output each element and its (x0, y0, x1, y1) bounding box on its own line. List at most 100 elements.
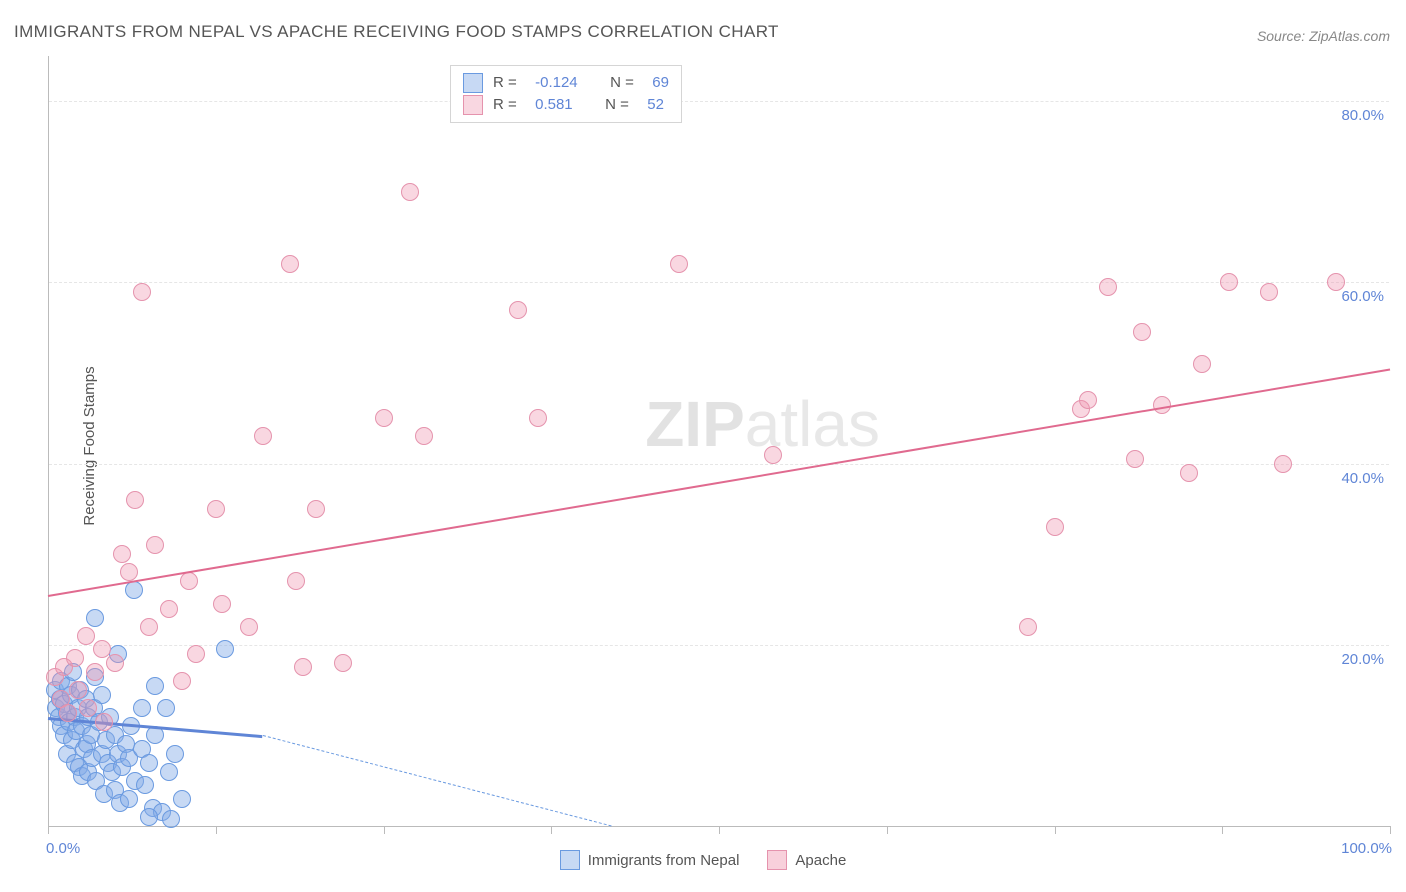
x-tick-mark (384, 826, 385, 834)
data-point (1133, 323, 1151, 341)
data-point (160, 600, 178, 618)
data-point (69, 681, 87, 699)
data-point (401, 183, 419, 201)
data-point (140, 618, 158, 636)
r-value: -0.124 (535, 72, 578, 94)
data-point (1180, 464, 1198, 482)
x-tick-mark (887, 826, 888, 834)
data-point (77, 627, 95, 645)
legend-swatch (767, 850, 787, 870)
data-point (334, 654, 352, 672)
data-point (140, 808, 158, 826)
data-point (1220, 273, 1238, 291)
legend-swatch (463, 73, 483, 93)
grid-line (49, 282, 1389, 283)
data-point (66, 649, 84, 667)
series-legend: Immigrants from Nepal Apache (0, 850, 1406, 870)
legend-label: Immigrants from Nepal (588, 852, 740, 869)
data-point (173, 790, 191, 808)
data-point (1099, 278, 1117, 296)
source-name: ZipAtlas.com (1309, 28, 1390, 44)
data-point (1046, 518, 1064, 536)
r-label: R = (493, 72, 525, 94)
data-point (415, 427, 433, 445)
data-point (120, 790, 138, 808)
data-point (307, 500, 325, 518)
data-point (670, 255, 688, 273)
data-point (120, 563, 138, 581)
data-point (1274, 455, 1292, 473)
grid-line (49, 101, 1389, 102)
data-point (216, 640, 234, 658)
data-point (281, 255, 299, 273)
data-point (287, 572, 305, 590)
data-point (180, 572, 198, 590)
data-point (166, 745, 184, 763)
data-point (133, 283, 151, 301)
x-tick-mark (719, 826, 720, 834)
data-point (1260, 283, 1278, 301)
data-point (294, 658, 312, 676)
trend-line (263, 735, 612, 827)
x-tick-mark (48, 826, 49, 834)
y-tick-label: 80.0% (1341, 107, 1384, 124)
plot-area: 20.0%40.0%60.0%80.0%0.0%100.0% (48, 56, 1390, 826)
data-point (207, 500, 225, 518)
stats-legend: R = -0.124 N = 69R = 0.581 N = 52 (450, 65, 682, 123)
data-point (106, 654, 124, 672)
x-tick-mark (216, 826, 217, 834)
chart-title: IMMIGRANTS FROM NEPAL VS APACHE RECEIVIN… (14, 22, 779, 42)
data-point (187, 645, 205, 663)
x-tick-mark (1055, 826, 1056, 834)
legend-label: Apache (795, 852, 846, 869)
x-tick-mark (1222, 826, 1223, 834)
data-point (1079, 391, 1097, 409)
data-point (113, 545, 131, 563)
grid-line (49, 645, 1389, 646)
series-legend-item: Immigrants from Nepal (560, 850, 740, 870)
data-point (375, 409, 393, 427)
chart-container: IMMIGRANTS FROM NEPAL VS APACHE RECEIVIN… (0, 0, 1406, 892)
data-point (59, 704, 77, 722)
data-point (136, 776, 154, 794)
n-label: N = (610, 72, 642, 94)
data-point (133, 699, 151, 717)
legend-swatch (463, 95, 483, 115)
r-label: R = (493, 94, 525, 116)
trend-line (48, 369, 1390, 597)
source-attribution: Source: ZipAtlas.com (1257, 28, 1390, 44)
stats-legend-row: R = -0.124 N = 69 (463, 72, 669, 94)
data-point (213, 595, 231, 613)
y-tick-label: 40.0% (1341, 470, 1384, 487)
y-tick-label: 60.0% (1341, 288, 1384, 305)
data-point (529, 409, 547, 427)
data-point (1019, 618, 1037, 636)
r-value: 0.581 (535, 94, 573, 116)
n-label: N = (605, 94, 637, 116)
data-point (173, 672, 191, 690)
data-point (240, 618, 258, 636)
data-point (125, 581, 143, 599)
data-point (160, 763, 178, 781)
data-point (146, 677, 164, 695)
data-point (254, 427, 272, 445)
data-point (509, 301, 527, 319)
data-point (1153, 396, 1171, 414)
source-prefix: Source: (1257, 28, 1309, 44)
data-point (93, 686, 111, 704)
data-point (146, 536, 164, 554)
data-point (86, 609, 104, 627)
data-point (1126, 450, 1144, 468)
data-point (157, 699, 175, 717)
data-point (140, 754, 158, 772)
x-tick-mark (551, 826, 552, 834)
y-tick-label: 20.0% (1341, 651, 1384, 668)
stats-legend-row: R = 0.581 N = 52 (463, 94, 669, 116)
data-point (1193, 355, 1211, 373)
series-legend-item: Apache (767, 850, 846, 870)
data-point (126, 491, 144, 509)
data-point (764, 446, 782, 464)
x-tick-mark (1390, 826, 1391, 834)
n-value: 69 (652, 72, 669, 94)
legend-swatch (560, 850, 580, 870)
